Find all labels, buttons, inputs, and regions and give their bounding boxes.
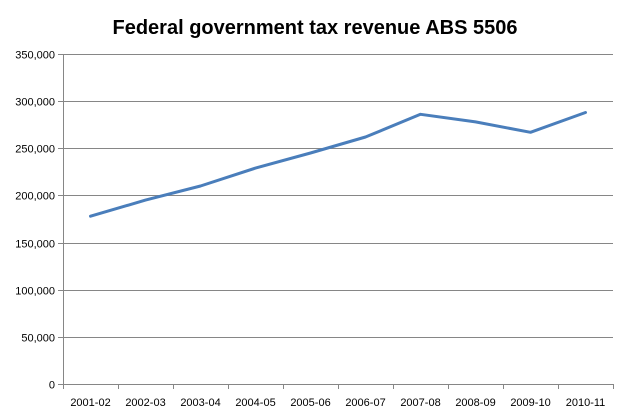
data-point [419,113,422,116]
y-axis-tick-label: 100,000 [15,286,55,298]
x-axis-tick-label: 2006-07 [345,397,385,409]
x-axis-tick-label: 2001-02 [70,397,110,409]
series-line [89,111,587,218]
x-axis-tick-label: 2007-08 [400,397,440,409]
data-point [584,111,587,114]
x-axis-tick-label: 2005-06 [290,397,330,409]
data-point [474,120,477,123]
data-point [364,135,367,138]
data-point [529,131,532,134]
y-axis-tick-label: 350,000 [15,50,55,62]
x-axis-tick-label: 2003-04 [180,397,220,409]
data-point [254,167,257,170]
x-axis-tick-label: 2009-10 [510,397,550,409]
data-point [199,185,202,188]
gridlines [63,54,613,338]
x-axis-tick-label: 2004-05 [235,397,275,409]
y-axis-tick-labels: 0 50,000 100,000 150,000 200,000 250,000 300,0… [15,50,55,392]
y-axis-tick-label: 0 [49,380,55,392]
y-axis-tick-label: 50,000 [21,333,55,345]
data-point [309,152,312,155]
series-layer [89,111,587,218]
y-axis-tick-label: 200,000 [15,191,55,203]
x-axis-tick-label: 2008-09 [455,397,495,409]
axes [58,54,614,389]
chart-title: Federal government tax revenue ABS 5506 [113,17,518,39]
x-axis-tick-label: 2002-03 [125,397,165,409]
y-axis-tick-label: 300,000 [15,97,55,109]
data-point [89,215,92,218]
x-axis-tick-label: 2010-11 [566,397,606,409]
y-axis-tick-label: 250,000 [15,144,55,156]
y-axis-tick-label: 150,000 [15,239,55,251]
data-point [144,199,147,202]
x-axis-tick-labels: 2001-02 2002-03 2003-04 2004-05 2005-06 2006-… [70,397,605,409]
